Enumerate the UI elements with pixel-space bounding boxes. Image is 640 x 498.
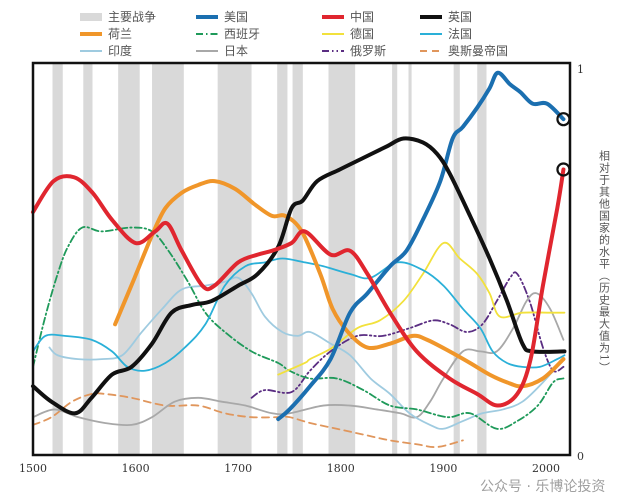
war-band [328, 63, 356, 455]
war-band [118, 63, 140, 455]
war-band [152, 63, 184, 455]
legend-label: 俄罗斯 [350, 44, 386, 58]
series-line-5 [277, 241, 566, 376]
war-band [453, 63, 460, 455]
war-band [477, 63, 487, 455]
legend-item: 英国 [420, 10, 472, 24]
series-line-6 [32, 257, 566, 372]
legend-label: 美国 [224, 10, 248, 24]
end-marker [556, 112, 571, 127]
plot-frame [31, 61, 572, 457]
legend-item: 荷兰 [80, 27, 132, 41]
series-line-1 [31, 167, 566, 408]
war-band [408, 63, 412, 455]
legend-label: 中国 [350, 9, 374, 24]
legend-item: 中国 [322, 9, 374, 24]
legend-label: 奥斯曼帝国 [448, 43, 508, 58]
legend-item: 法国 [420, 27, 472, 41]
legend-label: 日本 [224, 44, 248, 58]
legend-label: 德国 [350, 26, 374, 41]
x-tick: 1900 [429, 462, 457, 475]
series-line-3 [113, 179, 566, 389]
legend-item: 日本 [196, 44, 248, 58]
legend-label: 英国 [448, 10, 472, 24]
x-tick: 2000 [532, 462, 560, 475]
war-band [292, 63, 303, 455]
legend-swatch [80, 13, 102, 21]
legend-label: 西班牙 [224, 27, 260, 41]
x-tick: 1500 [19, 462, 47, 475]
legend-item: 印度 [80, 43, 132, 58]
x-axis-ticks: 1500 1600 1700 1800 1900 2000 [19, 462, 560, 475]
watermark: 公众号 · 乐博论投资 [480, 478, 605, 494]
war-band [392, 63, 398, 455]
war-band [83, 63, 93, 455]
legend-item: 俄罗斯 [322, 44, 386, 58]
legend-label: 法国 [448, 27, 472, 41]
series-line-0 [276, 70, 566, 422]
end-marker [556, 162, 571, 177]
legend-item: 美国 [196, 10, 248, 24]
series-line-10 [32, 392, 464, 448]
legend-label: 荷兰 [108, 27, 132, 41]
legend-item: 奥斯曼帝国 [420, 43, 508, 58]
end-markers [556, 112, 571, 177]
legend-label: 主要战争 [108, 10, 156, 24]
series-lines [31, 70, 567, 448]
y-tick-1: 1 [577, 63, 584, 76]
series-line-9 [250, 271, 565, 399]
x-tick: 1800 [327, 462, 355, 475]
series-line-8 [32, 292, 565, 427]
war-band [52, 63, 63, 455]
y-axis-label: 相对于其他国家的水平（历史最大值为1） [598, 150, 611, 374]
x-tick: 1600 [122, 462, 150, 475]
legend-item: 西班牙 [196, 27, 260, 41]
y-tick-0: 0 [577, 450, 584, 463]
legend-label: 印度 [108, 43, 132, 58]
series-line-2 [31, 136, 567, 416]
series-line-4 [32, 226, 565, 430]
legend-item: 主要战争 [80, 10, 156, 24]
legend-item: 德国 [322, 26, 374, 41]
series-line-7 [48, 276, 565, 430]
x-tick: 1700 [224, 462, 252, 475]
